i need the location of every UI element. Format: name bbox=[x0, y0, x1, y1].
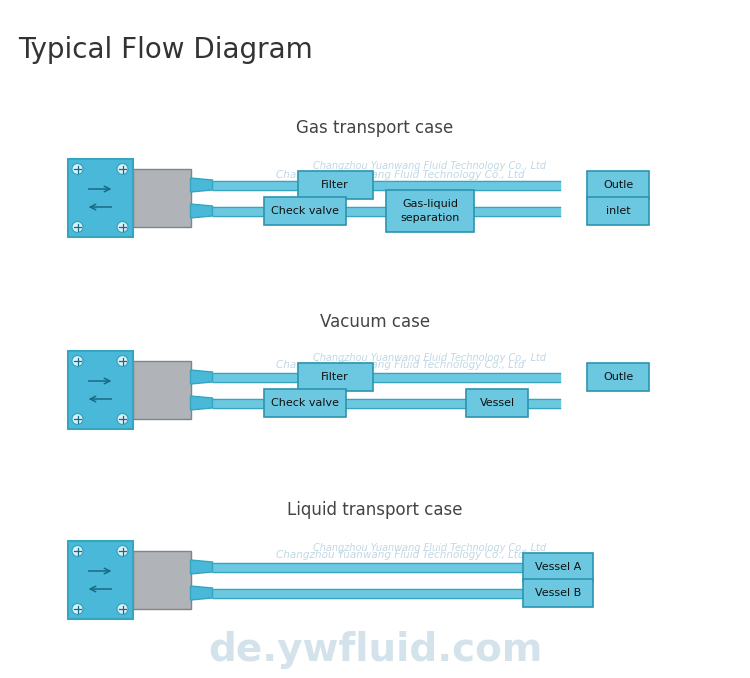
Bar bbox=[68, 159, 133, 237]
Text: Changzhou Yuanwang Fluid Technology Co., Ltd: Changzhou Yuanwang Fluid Technology Co.,… bbox=[314, 161, 547, 171]
Polygon shape bbox=[190, 370, 212, 384]
Text: Changzhou Yuanwang Fluid Technology Co., Ltd: Changzhou Yuanwang Fluid Technology Co.,… bbox=[314, 353, 547, 363]
Circle shape bbox=[117, 414, 128, 424]
Text: Outle: Outle bbox=[603, 180, 633, 190]
Text: Vessel: Vessel bbox=[479, 398, 514, 408]
Bar bbox=[587, 197, 649, 225]
Text: Fluid Technology Co., Ltd: Fluid Technology Co., Ltd bbox=[369, 183, 491, 193]
Circle shape bbox=[117, 603, 128, 614]
Circle shape bbox=[117, 355, 128, 367]
Circle shape bbox=[117, 222, 128, 233]
Bar bbox=[298, 171, 373, 199]
Circle shape bbox=[72, 546, 83, 557]
Circle shape bbox=[72, 222, 83, 233]
Text: Filter: Filter bbox=[321, 372, 349, 382]
Bar bbox=[298, 363, 373, 391]
Bar bbox=[523, 553, 593, 581]
Bar bbox=[386, 190, 474, 232]
Polygon shape bbox=[190, 396, 212, 410]
Bar bbox=[264, 197, 346, 225]
Text: inlet: inlet bbox=[606, 206, 630, 216]
Text: Changzhou Yuanwang Fluid Technology Co., Ltd: Changzhou Yuanwang Fluid Technology Co.,… bbox=[276, 170, 524, 180]
Text: de.ywfluid.com: de.ywfluid.com bbox=[208, 631, 542, 669]
Text: Changzhou Yuanwang Fluid Technology Co., Ltd: Changzhou Yuanwang Fluid Technology Co.,… bbox=[314, 543, 547, 553]
Bar bbox=[587, 171, 649, 199]
Text: Filter: Filter bbox=[321, 180, 349, 190]
Text: Vessel B: Vessel B bbox=[535, 588, 581, 598]
Text: Typical Flow Diagram: Typical Flow Diagram bbox=[18, 36, 313, 64]
Text: Check valve: Check valve bbox=[271, 398, 339, 408]
Bar bbox=[133, 169, 190, 227]
Bar bbox=[133, 361, 190, 419]
Bar bbox=[264, 389, 346, 417]
Circle shape bbox=[72, 355, 83, 367]
Text: Changzhou Yuanwang Fluid Technology Co., Ltd: Changzhou Yuanwang Fluid Technology Co.,… bbox=[276, 360, 524, 370]
Circle shape bbox=[72, 414, 83, 424]
Text: Outle: Outle bbox=[603, 372, 633, 382]
Text: Gas-liquid
separation: Gas-liquid separation bbox=[400, 199, 460, 222]
Text: Vessel A: Vessel A bbox=[535, 562, 581, 572]
Bar bbox=[68, 351, 133, 429]
Bar bbox=[68, 541, 133, 619]
Text: Vacuum case: Vacuum case bbox=[320, 313, 430, 331]
Circle shape bbox=[72, 603, 83, 614]
Text: Liquid transport case: Liquid transport case bbox=[287, 501, 463, 519]
Text: Check valve: Check valve bbox=[271, 206, 339, 216]
Polygon shape bbox=[190, 178, 212, 192]
Circle shape bbox=[117, 163, 128, 174]
Bar bbox=[523, 579, 593, 607]
Polygon shape bbox=[190, 586, 212, 600]
Polygon shape bbox=[190, 204, 212, 218]
Text: Gas transport case: Gas transport case bbox=[296, 119, 454, 137]
Bar bbox=[133, 551, 190, 609]
Bar bbox=[587, 363, 649, 391]
Circle shape bbox=[72, 163, 83, 174]
Text: Changzhou Yuanwang Fluid Technology Co., Ltd: Changzhou Yuanwang Fluid Technology Co.,… bbox=[276, 550, 524, 560]
Polygon shape bbox=[190, 560, 212, 574]
Circle shape bbox=[117, 546, 128, 557]
Bar bbox=[466, 389, 528, 417]
